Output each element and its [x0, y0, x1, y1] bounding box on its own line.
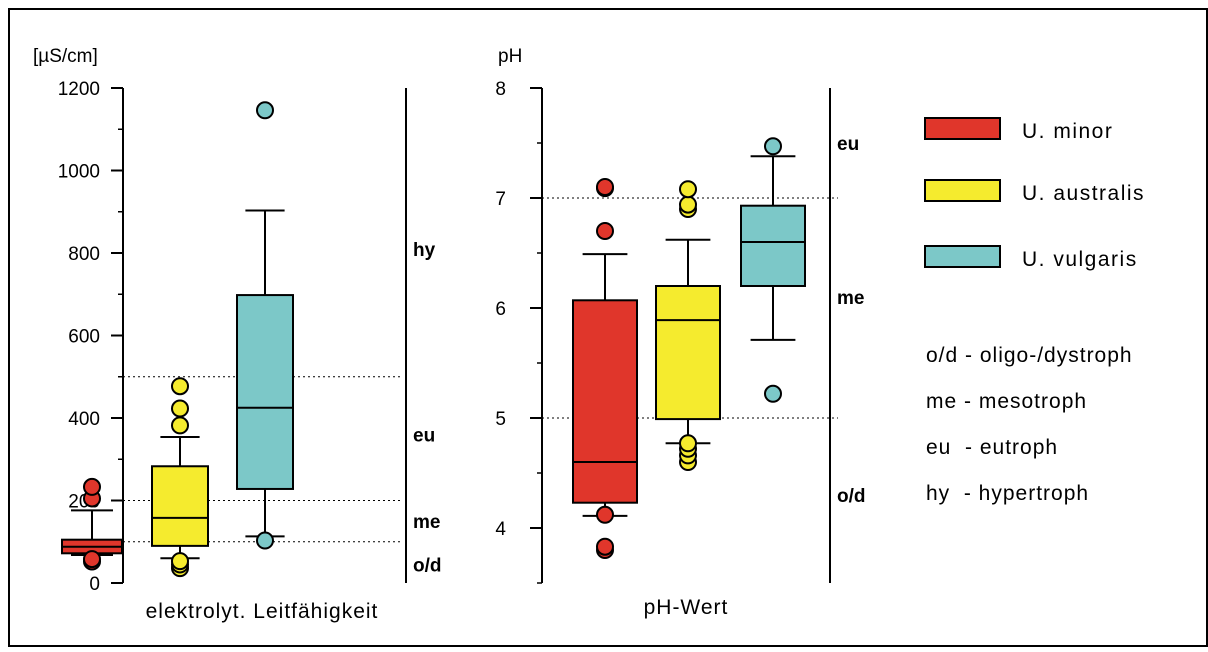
- conductivity-australis-outlier: [171, 416, 189, 435]
- legend-note-eu: eu - eutroph: [926, 436, 1058, 459]
- ph-minor-outlier: [596, 222, 614, 240]
- conductivity-tick-label: 0: [89, 574, 100, 595]
- legend-swatch-vulgaris: [924, 245, 1001, 268]
- legend-label-vulgaris: U. vulgaris: [1022, 248, 1138, 271]
- ph-vulgaris-outlier: [764, 137, 782, 156]
- conductivity-zone-label: hy: [413, 240, 436, 261]
- conductivity-australis-box: [151, 465, 209, 547]
- ph-minor-outlier: [596, 537, 614, 556]
- ph-australis-outlier: [679, 180, 697, 199]
- conductivity-minor-outlier: [83, 550, 101, 569]
- legend-label-australis: U. australis: [1022, 182, 1145, 205]
- conductivity-vulgaris-box: [236, 294, 294, 490]
- legend-label-minor: U. minor: [1022, 120, 1113, 143]
- conductivity-x-label: elektrolyt. Leitfähigkeit: [146, 600, 379, 623]
- legend-swatch-minor: [924, 117, 1001, 140]
- ph-unit-label: pH: [498, 46, 522, 67]
- legend: U. minor U. australis U. vulgaris o/d - …: [924, 117, 1145, 505]
- conductivity-minor-outlier: [83, 477, 101, 496]
- ph-minor-outlier: [596, 505, 614, 524]
- conductivity-zone-label: o/d: [413, 555, 442, 576]
- ph-minor-outlier: [596, 178, 614, 196]
- ph-zone-label: o/d: [837, 486, 866, 507]
- legend-note-me: me - mesotroph: [926, 390, 1087, 413]
- ph-tick-label: 7: [495, 189, 506, 210]
- ph-australis-outlier: [679, 195, 697, 214]
- conductivity-zone-label: me: [413, 512, 440, 533]
- ph-zone-label: me: [837, 288, 864, 309]
- legend-swatch-australis: [924, 179, 1001, 202]
- ph-australis-box: [655, 285, 721, 421]
- conductivity-tick-label: 1200: [58, 79, 100, 100]
- ph-zone-label: eu: [837, 134, 859, 155]
- legend-note-od: o/d - oligo-/dystroph: [926, 344, 1133, 367]
- conductivity-zone-label: eu: [413, 426, 435, 447]
- ph-tick-label: 5: [495, 409, 506, 430]
- conductivity-tick-label: 1000: [58, 162, 100, 183]
- conductivity-tick-label: 600: [68, 327, 100, 348]
- ph-tick-label: 6: [495, 299, 506, 320]
- ph-tick-label: 4: [495, 519, 506, 540]
- conductivity-australis-outlier: [171, 377, 189, 396]
- conductivity-tick-label: 400: [68, 409, 100, 430]
- ph-minor-box: [572, 299, 638, 504]
- ph-australis-outlier: [679, 434, 697, 453]
- conductivity-vulgaris-outlier: [256, 531, 274, 550]
- ph-vulgaris-box: [740, 204, 806, 287]
- ph-x-label: pH-Wert: [644, 596, 729, 619]
- conductivity-australis-outlier: [171, 552, 189, 571]
- ph-vulgaris-outlier: [764, 384, 782, 403]
- conductivity-unit-label: [µS/cm]: [33, 46, 98, 67]
- conductivity-australis-outlier: [171, 399, 189, 418]
- figure-border: [8, 8, 1208, 647]
- ph-tick-label: 8: [495, 79, 506, 100]
- conductivity-tick-label: 800: [68, 244, 100, 265]
- conductivity-vulgaris-outlier: [256, 101, 274, 120]
- legend-note-hy: hy - hypertroph: [926, 482, 1089, 505]
